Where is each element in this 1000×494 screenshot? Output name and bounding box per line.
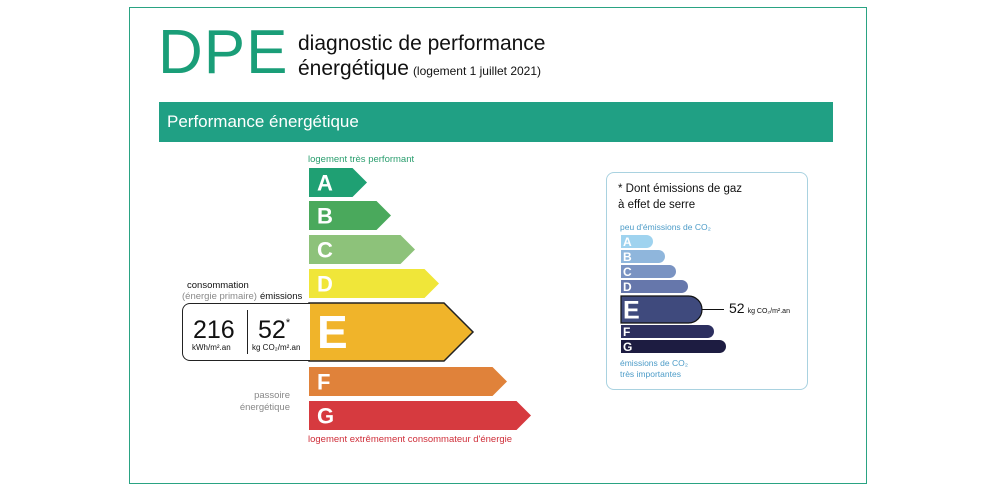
ges-unit: kg CO₂/m².an [747, 308, 790, 315]
emissions-asterisk: * [285, 317, 291, 329]
energy-class-a [309, 168, 367, 197]
ges-class-letter-f: F [623, 325, 630, 339]
energy-class-g [309, 401, 531, 430]
ges-class-b [621, 250, 665, 263]
dpe-logo: DPE [158, 18, 289, 87]
consumption-sublabel: (énergie primaire) [182, 291, 257, 302]
ges-class-letter-g: G [623, 340, 632, 354]
ges-bottom-note: émissions de CO₂ très importantes [620, 358, 688, 379]
energy-class-c [309, 235, 415, 264]
header-subtitle: (logement 1 juillet 2021) [412, 64, 542, 78]
energy-class-f [309, 367, 507, 396]
passoire-line1: passoire [254, 390, 290, 401]
energy-class-letter-e: E [317, 306, 348, 358]
ges-panel [606, 172, 808, 390]
emissions-label: émissions [260, 291, 303, 302]
ges-class-e [620, 295, 703, 324]
consumption-divider [247, 310, 248, 354]
energy-class-letter-d: D [317, 272, 333, 297]
consumption-label: consommation [187, 280, 249, 291]
energy-class-letter-b: B [317, 204, 333, 229]
emissions-value: 52* [258, 318, 290, 343]
ges-class-letter-b: B [623, 250, 632, 264]
header-title-line2: énergétique (logement 1 juillet 2021) [298, 58, 541, 79]
ges-title-line1: * Dont émissions de gaz [618, 183, 743, 195]
ges-title-line2: à effet de serre [618, 198, 696, 211]
energy-class-b [309, 201, 391, 230]
ges-class-letter-d: D [623, 280, 632, 294]
passoire-label: passoire énergétique [222, 390, 290, 414]
ges-class-letter-c: C [623, 265, 632, 279]
ges-bottom-note-line2: très importantes [620, 368, 681, 379]
energy-top-note: logement très performant [308, 154, 415, 165]
passoire-line2: énergétique [239, 401, 290, 413]
ges-bottom-note-line1: émissions de CO₂ [620, 358, 689, 368]
energy-class-letter-a: A [317, 171, 333, 196]
emissions-unit: kg CO₂/m².an [252, 343, 301, 352]
consumption-box [182, 303, 310, 361]
ges-class-d [621, 280, 688, 293]
energy-class-letter-g: G [317, 404, 334, 429]
header-title-word: énergétique [298, 57, 409, 80]
ges-value: 52 [729, 300, 745, 316]
ges-class-f [621, 325, 714, 338]
consumption-unit: kWh/m².an [192, 343, 231, 352]
ges-class-c [621, 265, 676, 278]
ges-title: * Dont émissions de gaz à effet de serre [618, 182, 742, 213]
ges-value-label: 52 kg CO₂/m².an [729, 300, 790, 316]
header-title-line1: diagnostic de performance [298, 32, 546, 55]
energy-class-letter-f: F [317, 370, 330, 395]
emissions-number: 52 [258, 316, 286, 344]
ges-class-g [621, 340, 726, 353]
ges-class-letter-a: A [623, 235, 632, 249]
ges-top-note: peu d'émissions de CO₂ [620, 222, 711, 232]
energy-bottom-note: logement extrêmement consommateur d'éner… [308, 434, 513, 445]
energy-class-d [309, 269, 439, 298]
energy-class-letter-c: C [317, 238, 333, 263]
ges-class-a [621, 235, 653, 248]
section-title: Performance énergétique [167, 112, 359, 131]
ges-class-letter-e: E [623, 297, 640, 325]
section-header: Performance énergétique [159, 102, 833, 142]
consumption-value: 216 [193, 316, 235, 344]
